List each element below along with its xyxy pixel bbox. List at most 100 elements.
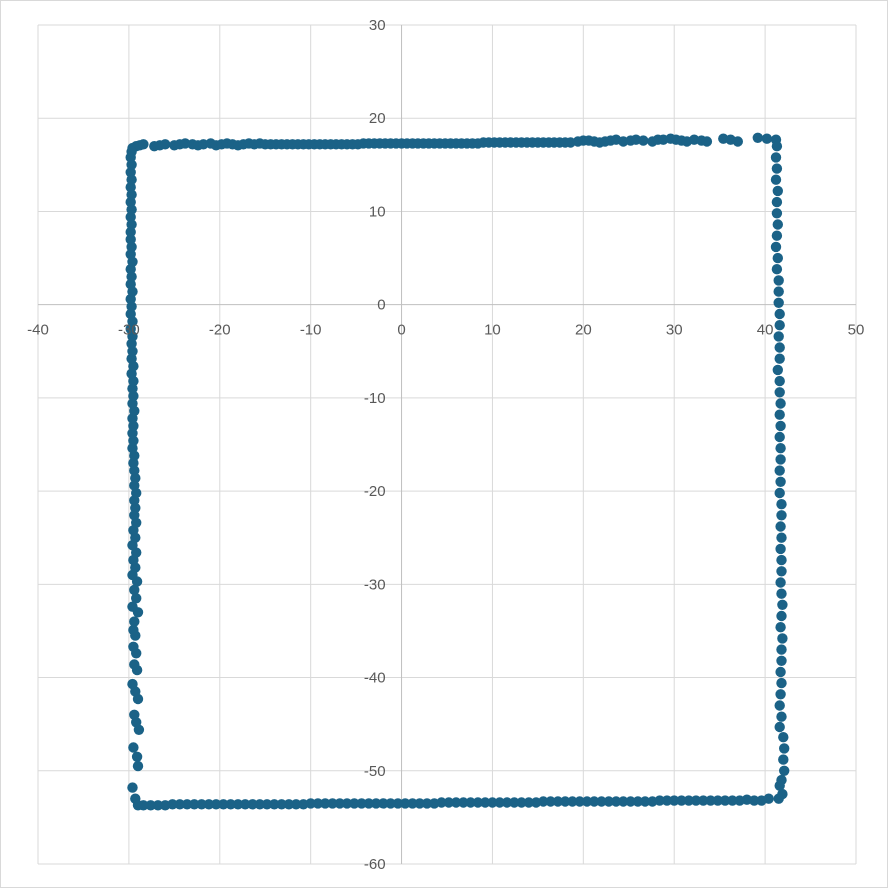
data-point [676,795,687,806]
data-point [530,797,542,808]
data-point [567,796,578,807]
data-point [160,139,171,150]
data-point [770,241,782,253]
y-tick-labels: 30 20 10 0 -10 -20 -30 -40 -50 -60 [364,17,386,873]
data-point [618,796,629,807]
data-point [732,136,743,147]
data-point [247,799,258,810]
data-point [160,800,171,811]
data-point [341,798,353,809]
data-point [669,795,680,806]
data-point [771,196,783,208]
data-point [639,796,651,807]
data-point [774,353,785,364]
data-point [705,795,716,806]
data-point [610,796,622,807]
data-point [240,799,251,810]
data-point [776,554,787,566]
data-point [349,798,360,809]
data-point [181,799,193,810]
data-point [774,375,785,387]
data-point [776,677,787,689]
x-tick-label: 10 [484,322,501,339]
data-point [772,364,783,376]
data-point [429,798,440,809]
data-point [545,796,556,807]
data-point [196,799,207,810]
data-point [203,799,215,810]
data-point [370,798,382,809]
data-point [727,795,738,806]
data-point [638,135,649,146]
data-point [771,208,783,219]
data-point [127,601,138,612]
data-point [775,398,786,409]
data-point [773,331,784,342]
y-tick-label: 20 [369,110,386,127]
data-point [290,799,302,810]
data-point [775,666,786,678]
y-tick-label: 10 [369,203,386,220]
data-points [125,132,790,811]
data-point [719,795,731,806]
data-point [269,799,280,810]
data-point [772,185,783,197]
data-point [752,132,763,143]
y-tick-label: -20 [364,483,386,500]
data-point [400,798,411,809]
data-point [458,797,469,808]
data-point [552,796,564,807]
data-point [774,780,785,791]
data-point [450,797,462,808]
data-point [773,793,784,804]
data-point [152,800,164,811]
data-point [414,798,425,809]
data-point [501,797,513,808]
y-tick-label: -60 [364,856,386,873]
x-tick-label: -10 [300,322,322,339]
data-point [189,799,200,810]
data-point [776,588,787,599]
data-point [775,521,786,532]
data-point [574,796,585,807]
axes [38,25,856,864]
data-point [661,795,673,806]
data-point [778,732,789,743]
data-point [128,624,139,636]
x-tick-label: -20 [209,322,231,339]
data-point [778,754,789,765]
data-point [261,799,273,810]
data-point [581,796,593,807]
y-tick-label: -50 [364,763,386,780]
data-point [625,796,636,807]
data-point [779,743,790,754]
data-point [320,798,331,809]
data-point [683,795,694,806]
x-tick-label: 40 [757,322,774,339]
data-point [131,593,142,604]
data-point [775,454,786,465]
data-point [761,133,773,144]
data-point [129,709,140,720]
x-tick-label: -30 [118,322,140,339]
x-tick-label: 30 [666,322,683,339]
data-point [734,795,745,806]
data-point [774,465,785,476]
data-point [516,797,527,808]
data-point [771,264,783,275]
data-point [138,139,149,150]
data-point [774,342,785,353]
data-point [712,795,723,806]
data-point [127,678,138,690]
data-point [771,163,783,174]
data-point [779,765,790,776]
data-point [773,297,784,308]
data-point [126,146,137,157]
data-point [145,800,156,811]
data-point [378,798,389,809]
data-point [774,387,785,398]
data-point [772,252,783,264]
y-tick-label: -30 [364,576,386,593]
data-point [774,487,785,499]
data-point [775,476,786,487]
